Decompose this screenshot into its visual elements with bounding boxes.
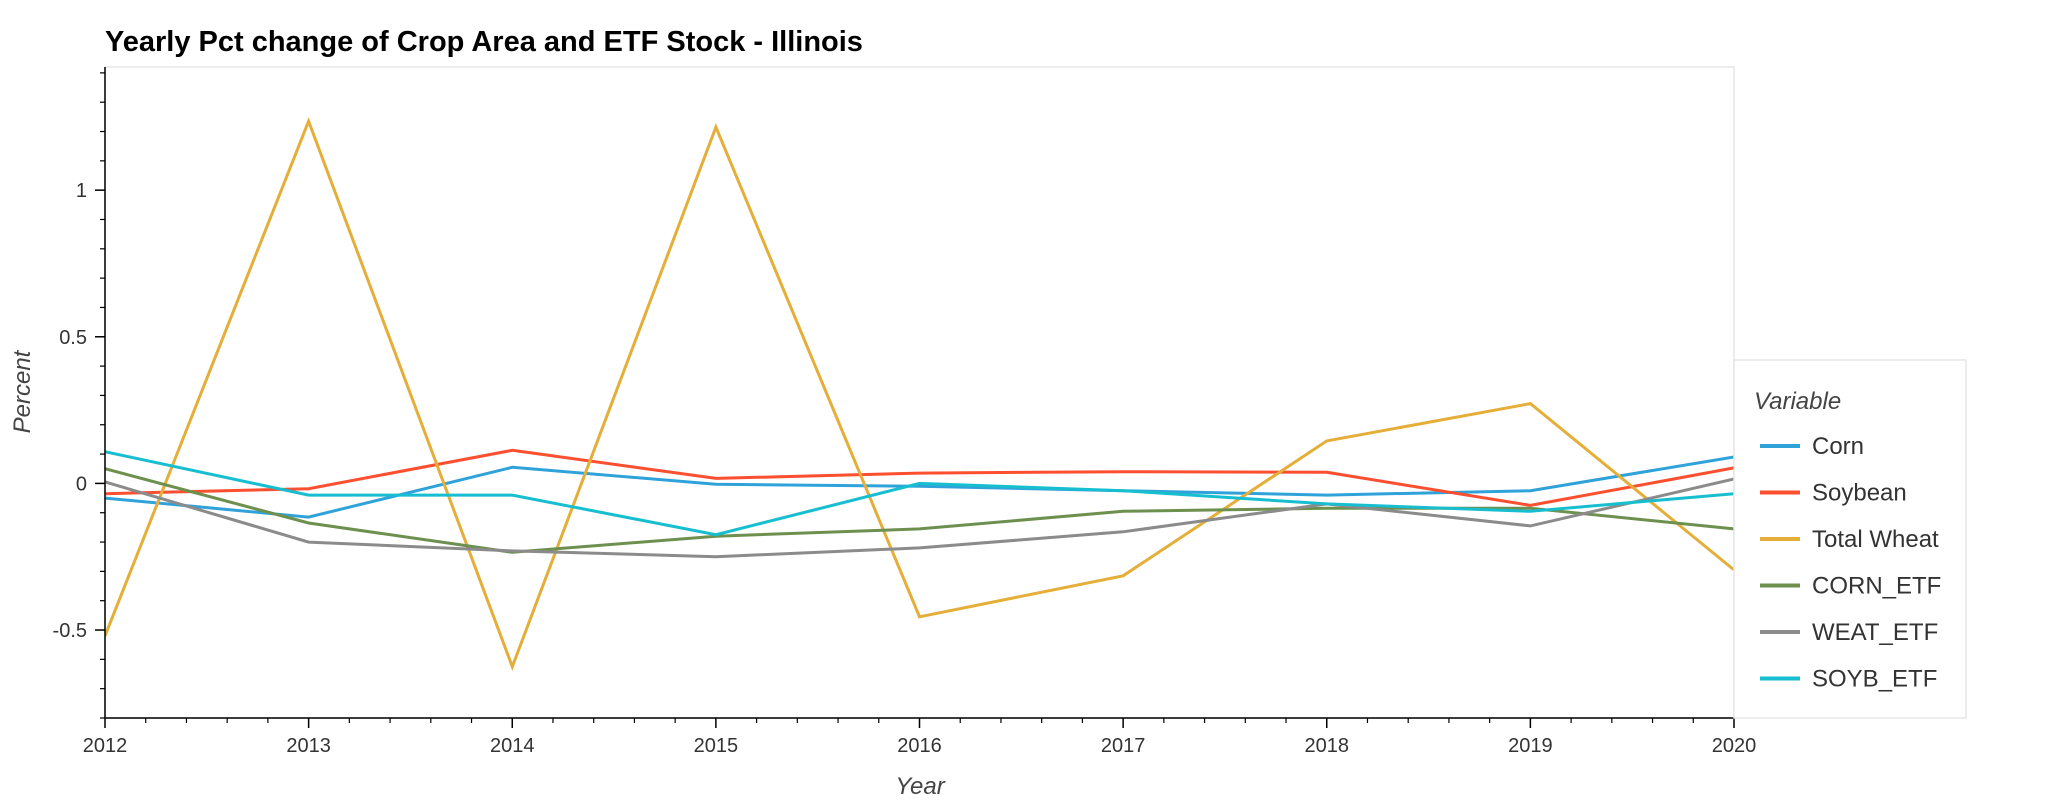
legend-item: SOYB_ETF: [1760, 666, 1937, 693]
x-tick-label: 2016: [897, 735, 942, 757]
x-tick-label: 2013: [286, 735, 331, 757]
series-line-soyb-etf: [105, 450, 1734, 537]
legend-item: CORN_ETF: [1760, 573, 1941, 600]
legend-item: WEAT_ETF: [1760, 619, 1938, 646]
x-tick-label: 2014: [490, 735, 535, 757]
x-tick-label: 2019: [1508, 735, 1553, 757]
series-layer: [105, 117, 1734, 671]
x-tick-label: 2012: [83, 735, 128, 757]
legend-item: Soybean: [1760, 480, 1907, 507]
series-line-total-wheat: [105, 117, 1734, 671]
legend-label: WEAT_ETF: [1812, 619, 1938, 646]
y-tick-label: -0.5: [53, 620, 87, 642]
y-tick-label: 0: [76, 473, 87, 495]
x-tick-label: 2017: [1101, 735, 1146, 757]
x-tick-label: 2020: [1712, 735, 1757, 757]
chart-title: Yearly Pct change of Crop Area and ETF S…: [105, 26, 863, 58]
x-tick-label: 2018: [1305, 735, 1350, 757]
series-line-soybean: [105, 448, 1734, 507]
x-tick-label: 2015: [694, 735, 739, 757]
legend-label: Total Wheat: [1812, 526, 1939, 553]
legend-label: Soybean: [1812, 480, 1907, 507]
x-ticks: 2012 2013 2014 2015 2016 2017 2018 2019 2020: [83, 718, 1757, 757]
y-tick-label: 0.5: [59, 327, 87, 349]
legend-label: Corn: [1812, 433, 1864, 460]
legend-items: Corn Soybean Total Wheat CORN_ETF WEAT_ETF SO…: [1760, 433, 1941, 693]
legend-item: Total Wheat: [1760, 526, 1939, 553]
y-ticks: -0.5 0 0.5 1: [53, 72, 105, 719]
legend-label: SOYB_ETF: [1812, 666, 1937, 693]
y-tick-label: 1: [76, 180, 87, 202]
axes-layer: -0.500.51 2012 2013 2014 2015 2016 2017 2018 20…: [53, 67, 1757, 757]
y-axis-label: Percent: [9, 349, 36, 433]
legend-title: Variable: [1754, 388, 1841, 415]
legend-item: Corn: [1760, 433, 1864, 460]
series-line-weat-etf: [105, 477, 1734, 559]
legend-label: CORN_ETF: [1812, 573, 1941, 600]
plot-background: [104, 66, 1735, 719]
x-axis-label: Year: [895, 773, 945, 800]
plot-frame: [104, 66, 1735, 719]
legend: Variable Corn Soybean Total Wheat CORN_ETF W…: [1733, 359, 1967, 719]
series-line-corn: [105, 455, 1734, 519]
